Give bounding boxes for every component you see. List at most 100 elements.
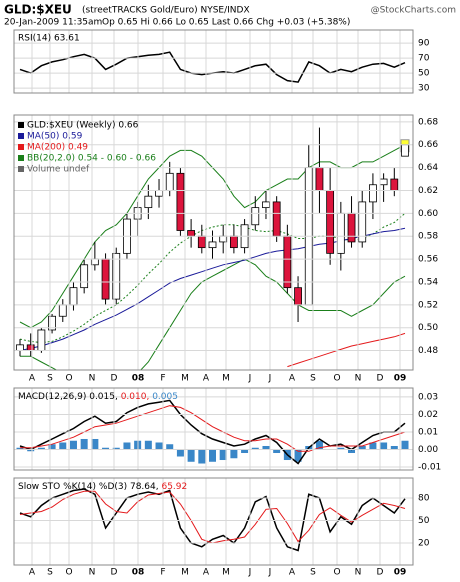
x-tick-label: 09 [394,374,407,384]
x-tick-label: 09 [394,568,407,578]
x-tick-label: A [203,374,210,384]
x-tick-label: M [181,568,189,578]
y-tick-label: 0.52 [418,300,438,310]
y-tick-label: 90 [418,39,430,49]
candle-body [272,201,281,237]
candle-body [347,212,356,243]
histogram-bar [198,449,206,464]
y-tick-label: 0.66 [418,140,438,150]
panel-frame [13,29,414,94]
x-tick-label: J [248,374,252,384]
candle-body [401,144,409,157]
y-tick-label: 0.00 [418,445,438,455]
x-tick-label: J [268,568,272,578]
subtitle: (streetTRACKS Gold/Euro) NYSE/INDX [82,6,250,16]
credit: @StockCharts.com [371,6,456,16]
candle-body [369,184,377,203]
bb-lower [20,258,406,370]
candle-body [251,207,260,226]
candle-body [37,329,46,351]
indicator-line [19,488,406,552]
legend-swatch [18,133,24,139]
y-tick-label: 20 [418,539,430,549]
x-tick-label: M [222,374,230,384]
x-tick-label: D [377,568,384,578]
histogram-bar [294,449,302,462]
x-tick-label: S [310,374,316,384]
histogram-bar [187,449,195,462]
histogram-bar [241,449,249,454]
histogram-bar [262,445,270,450]
x-tick-label: J [248,568,252,578]
y-tick-label: 50 [418,69,430,79]
candle-body [58,304,67,317]
histogram-bar [380,442,388,450]
histogram-bar [315,440,323,450]
x-tick-label: F [160,374,165,384]
panel [16,399,409,465]
legend-label: GLD:$XEU (Weekly) 0.66 [27,121,139,131]
label-part: MACD(12,26,9) 0.015, [18,392,121,402]
label-part: 65.92 [161,482,187,492]
histogram-bar [80,438,88,450]
candle-body [48,315,56,331]
x-tick-label: D [377,374,384,384]
histogram-bar [112,447,120,450]
histogram-bar [48,444,56,450]
y-tick-label: 0.58 [418,232,438,242]
histogram-bar [401,440,409,450]
x-tick-label: S [310,568,316,578]
legend-swatch [18,144,24,150]
x-tick-label: A [289,374,296,384]
candle-body [283,235,292,289]
x-tick-label: M [222,568,230,578]
label-part: 0.005 [152,392,178,402]
y-tick-label: 0.62 [418,186,438,196]
legend-label: MA(50) 0.59 [27,132,83,142]
candle-body [69,287,78,306]
candle-body [144,195,153,209]
y-tick-label: 0.01 [418,427,438,437]
legend-label: MA(200) 0.49 [27,143,88,153]
histogram-bar [69,440,77,450]
y-tick-label: 80 [418,494,430,504]
x-tick-label: F [160,568,165,578]
x-tick-label: J [268,374,272,384]
candle-body [262,201,270,209]
x-tick-label: O [65,374,72,384]
candle-body [176,172,185,231]
x-tick-label: S [47,374,53,384]
candle-body [187,230,196,237]
candle-body [112,252,121,300]
histogram-bar [219,449,227,461]
candle-body [197,235,206,249]
candle-body [315,167,324,191]
x-tick-label: O [333,374,340,384]
y-tick-label: 50 [418,516,430,526]
candle-body [16,344,24,351]
x-tick-label: A [203,568,210,578]
y-tick-label: 0.48 [418,346,438,356]
x-tick-label: D [111,568,118,578]
legend-label: BB(20,2.0) 0.54 - 0.60 - 0.66 [27,154,156,164]
candle-body [229,235,238,249]
quote: Op 0.65 Hi 0.66 Lo 0.65 Last 0.66 Chg +0… [102,18,350,28]
x-tick-label: S [47,568,53,578]
x-tick-label: N [89,374,96,384]
x-tick-label: N [355,374,362,384]
x-tick-label: 08 [132,568,145,578]
y-tick-label: 0.60 [418,209,438,219]
x-tick-label: O [333,568,340,578]
x-tick-label: M [181,374,189,384]
y-tick-label: 0.03 [418,392,438,402]
indicator-line [20,405,406,452]
histogram-bar [144,440,152,450]
legend-label: Volume undef [27,165,90,175]
candle-body [326,190,335,254]
x-tick-label: 08 [132,374,145,384]
histogram-bar [369,442,377,450]
y-tick-label: 0.56 [418,255,438,265]
histogram-bar [91,438,99,450]
legend-swatch [18,122,24,128]
